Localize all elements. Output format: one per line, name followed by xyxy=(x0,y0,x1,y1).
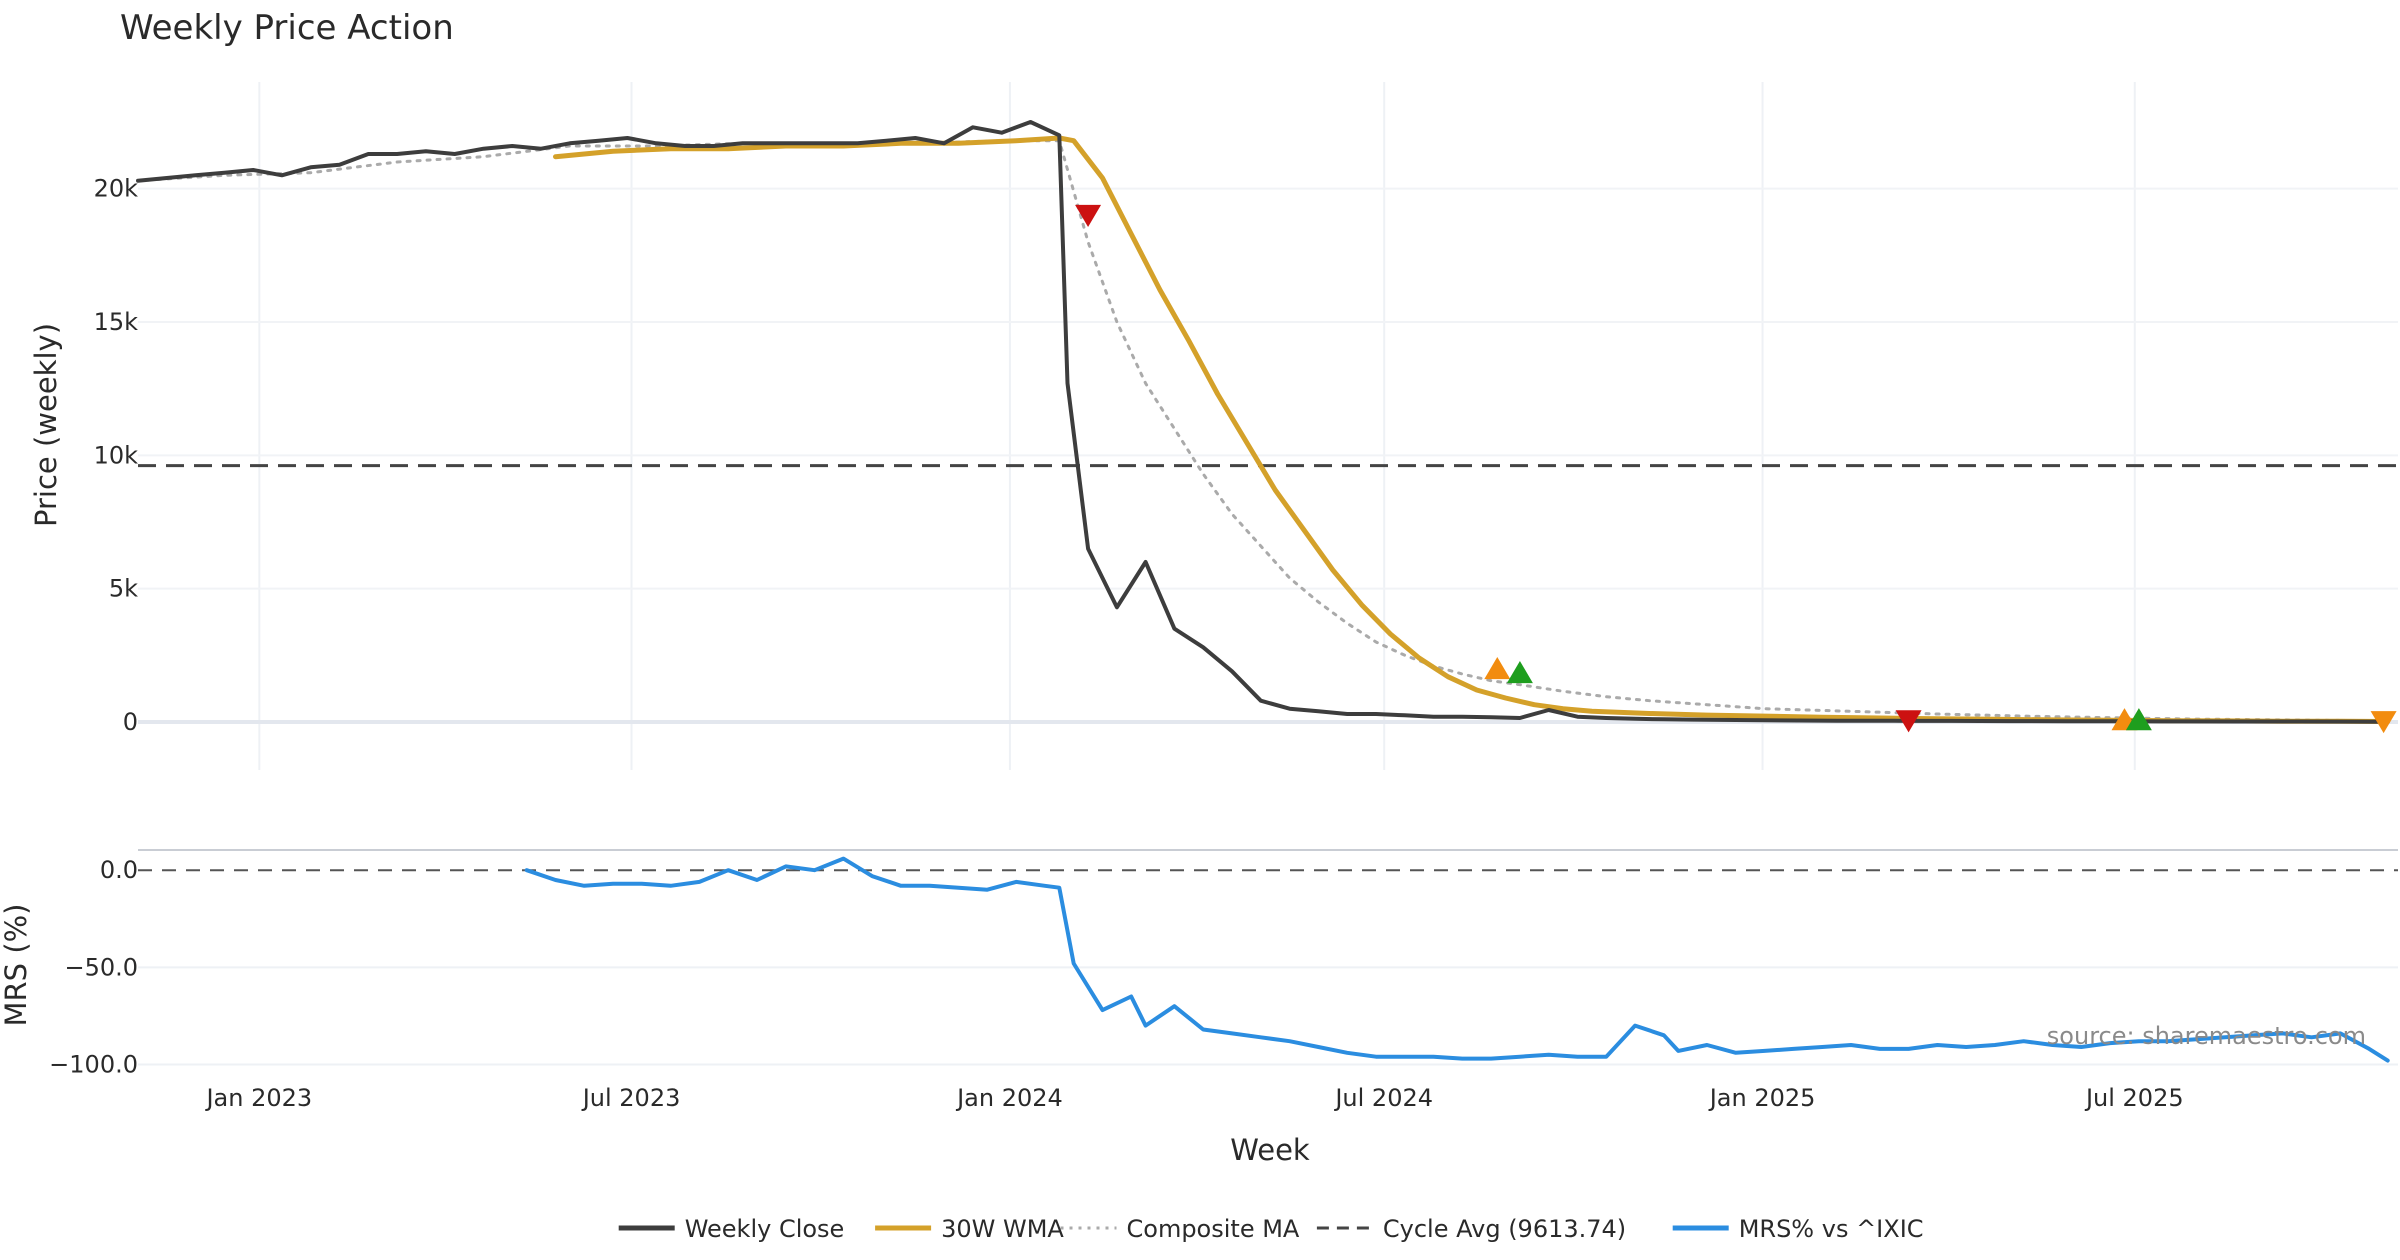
buy-signal-marker xyxy=(1506,660,1533,684)
sell-signal-marker xyxy=(1895,710,1922,733)
reference-lines xyxy=(138,464,2398,872)
x-tick-label: Jul 2024 xyxy=(1333,1084,1433,1112)
x-tick-label: Jan 2024 xyxy=(955,1084,1063,1112)
x-tick-label: Jul 2023 xyxy=(581,1084,681,1112)
legend-label: Weekly Close xyxy=(685,1215,845,1243)
legend-label: Cycle Avg (9613.74) xyxy=(1383,1215,1626,1243)
mrs-y-tick-label: −50.0 xyxy=(64,953,138,981)
chart-title: Weekly Price Action xyxy=(120,8,454,48)
price-y-tick-label: 15k xyxy=(94,308,139,336)
buy-signal-marker xyxy=(2125,708,2152,731)
series-mrs-vs-ixic xyxy=(524,856,2390,1063)
x-tick-label: Jan 2023 xyxy=(204,1084,312,1112)
series-composite-ma xyxy=(136,139,2390,723)
price-axis-title: Price (weekly) xyxy=(29,323,63,527)
x-tick-label: Jan 2025 xyxy=(1708,1084,1816,1112)
sell-signal-marker xyxy=(1075,204,1102,228)
mrs-axis-title: MRS (%) xyxy=(0,904,33,1027)
price-y-tick-label: 0 xyxy=(123,708,138,736)
series-30w-wma xyxy=(553,135,2391,724)
price-panel-grid xyxy=(138,82,2398,770)
series-weekly-close xyxy=(136,120,2386,724)
price-y-tick-label: 5k xyxy=(109,575,138,603)
sell-signal-marker xyxy=(2370,711,2397,734)
price-y-tick-label: 20k xyxy=(94,175,139,203)
price-y-tick-label: 10k xyxy=(94,441,139,469)
mrs-y-tick-label: −100.0 xyxy=(49,1050,138,1078)
buy-signal-marker xyxy=(1484,656,1511,680)
legend-label: MRS% vs ^IXIC xyxy=(1739,1215,1924,1243)
legend-label: 30W WMA xyxy=(941,1215,1064,1243)
mrs-panel-grid xyxy=(138,849,2398,1066)
source-label: source: sharemaestro.com xyxy=(2047,1022,2366,1050)
x-axis-title: Week xyxy=(1230,1133,1310,1167)
mrs-y-tick-label: 0.0 xyxy=(100,856,138,884)
legend-label: Composite MA xyxy=(1127,1215,1300,1243)
tick-labels: Jan 2023 Jul 2023 Jan 2024 Jul 2024 Jan 2025… xyxy=(49,175,2183,1112)
signal-markers xyxy=(1075,204,2397,734)
series-layer xyxy=(136,120,2391,1063)
x-tick-label: Jul 2025 xyxy=(2084,1084,2184,1112)
legend: Weekly Close 30W WMA Composite MA Cycle Avg… xyxy=(618,1215,1924,1243)
